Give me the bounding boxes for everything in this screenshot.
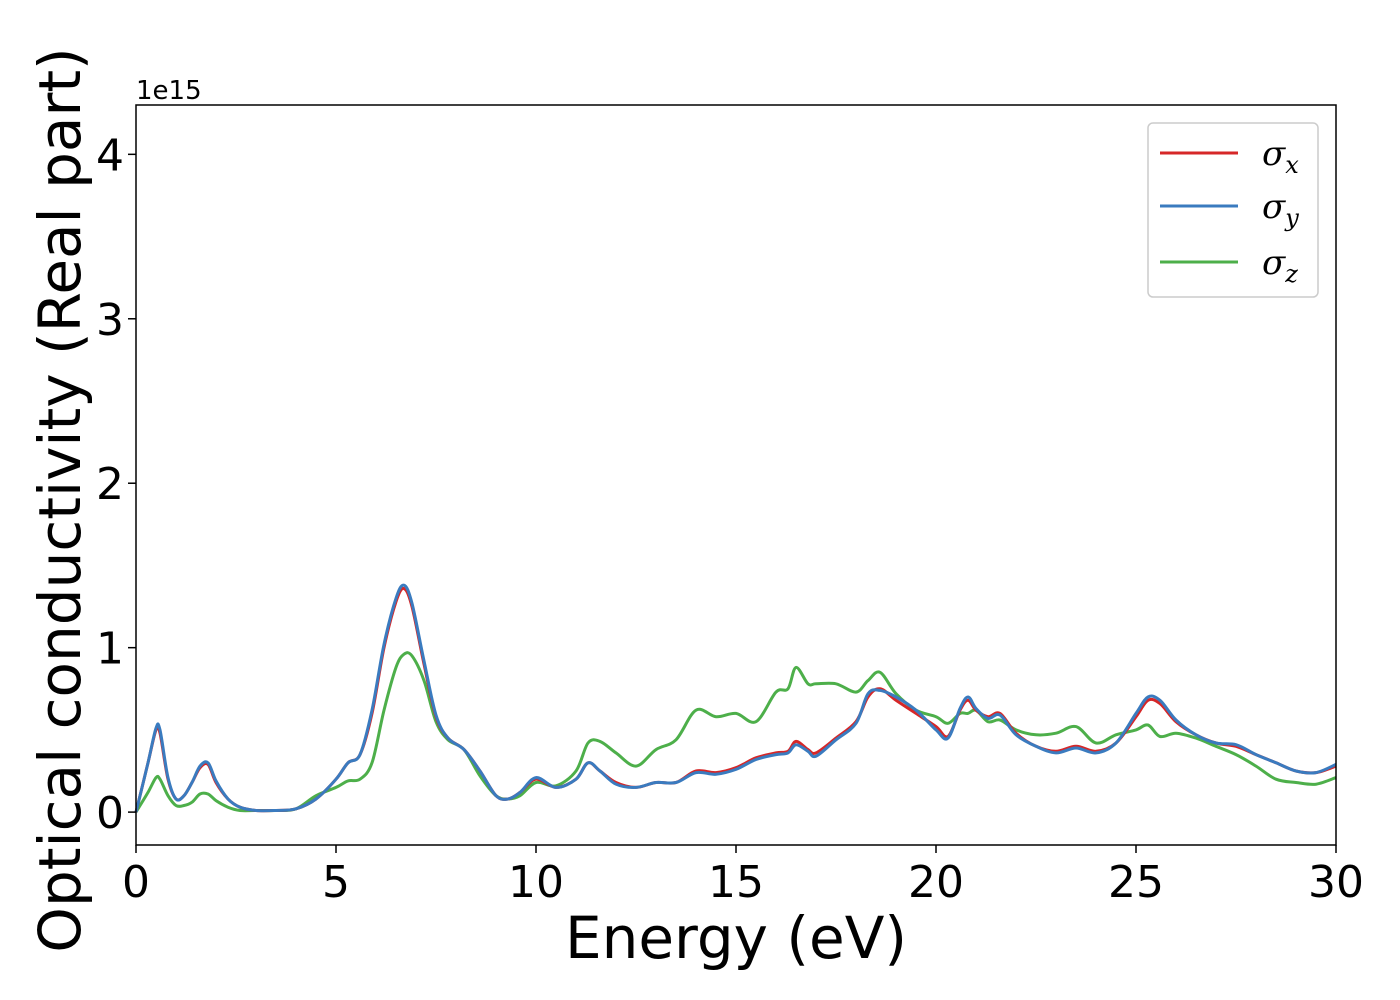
y-offset-label: 1e15 [136, 76, 202, 106]
x-axis-label: Energy (eV) [565, 904, 907, 972]
legend-symbol: σ [1262, 187, 1286, 227]
x-tick-label: 20 [908, 857, 964, 908]
legend-symbol: σ [1262, 134, 1286, 174]
y-tick-label: 1 [96, 624, 124, 675]
legend-box [1147, 122, 1319, 298]
y-tick-label: 3 [96, 295, 124, 346]
x-tick-label: 30 [1308, 857, 1364, 908]
x-tick-label: 5 [322, 857, 350, 908]
y-tick-label: 4 [96, 130, 124, 181]
y-axis-ticks: 0 1 2 3 4 [96, 130, 136, 839]
x-axis-ticks: 0 5 10 15 20 25 30 [122, 845, 1364, 908]
legend-label-sigma_z: σz [1262, 243, 1298, 288]
x-tick-label: 10 [508, 857, 564, 908]
y-axis-label: Optical conductivity (Real part) [26, 47, 94, 952]
y-tick-label: 0 [96, 788, 124, 839]
x-tick-label: 0 [122, 857, 150, 908]
series-line-sigma_y [134, 583, 1337, 813]
legend-symbol: σ [1262, 243, 1286, 283]
legend-label-sigma_y: σy [1262, 187, 1299, 232]
x-tick-label: 15 [708, 857, 764, 908]
x-tick-label: 25 [1108, 857, 1164, 908]
plot-lines [134, 583, 1337, 813]
y-tick-label: 2 [96, 459, 124, 510]
legend-label-sigma_x: σx [1262, 134, 1299, 179]
legend-subscript: x [1285, 151, 1299, 179]
legend-subscript: z [1284, 260, 1298, 288]
legend-subscript: y [1284, 204, 1299, 232]
